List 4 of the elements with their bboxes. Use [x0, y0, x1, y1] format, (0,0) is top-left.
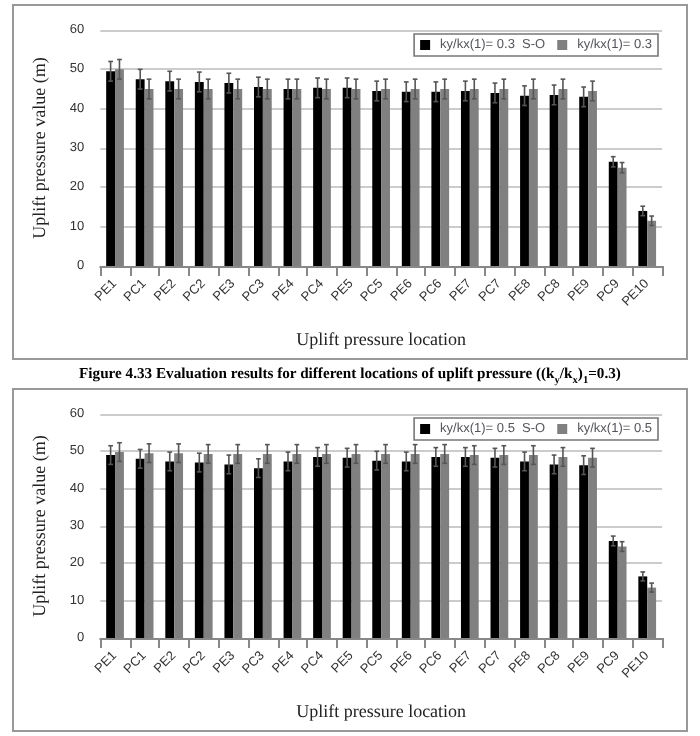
- x-axis-title: Uplift pressure location: [296, 329, 468, 349]
- y-axis-title: Uplift pressure value (m): [29, 435, 49, 617]
- y-axis-title: Uplift pressure value (m): [29, 57, 49, 239]
- x-axis-title: Uplift pressure location: [296, 701, 468, 721]
